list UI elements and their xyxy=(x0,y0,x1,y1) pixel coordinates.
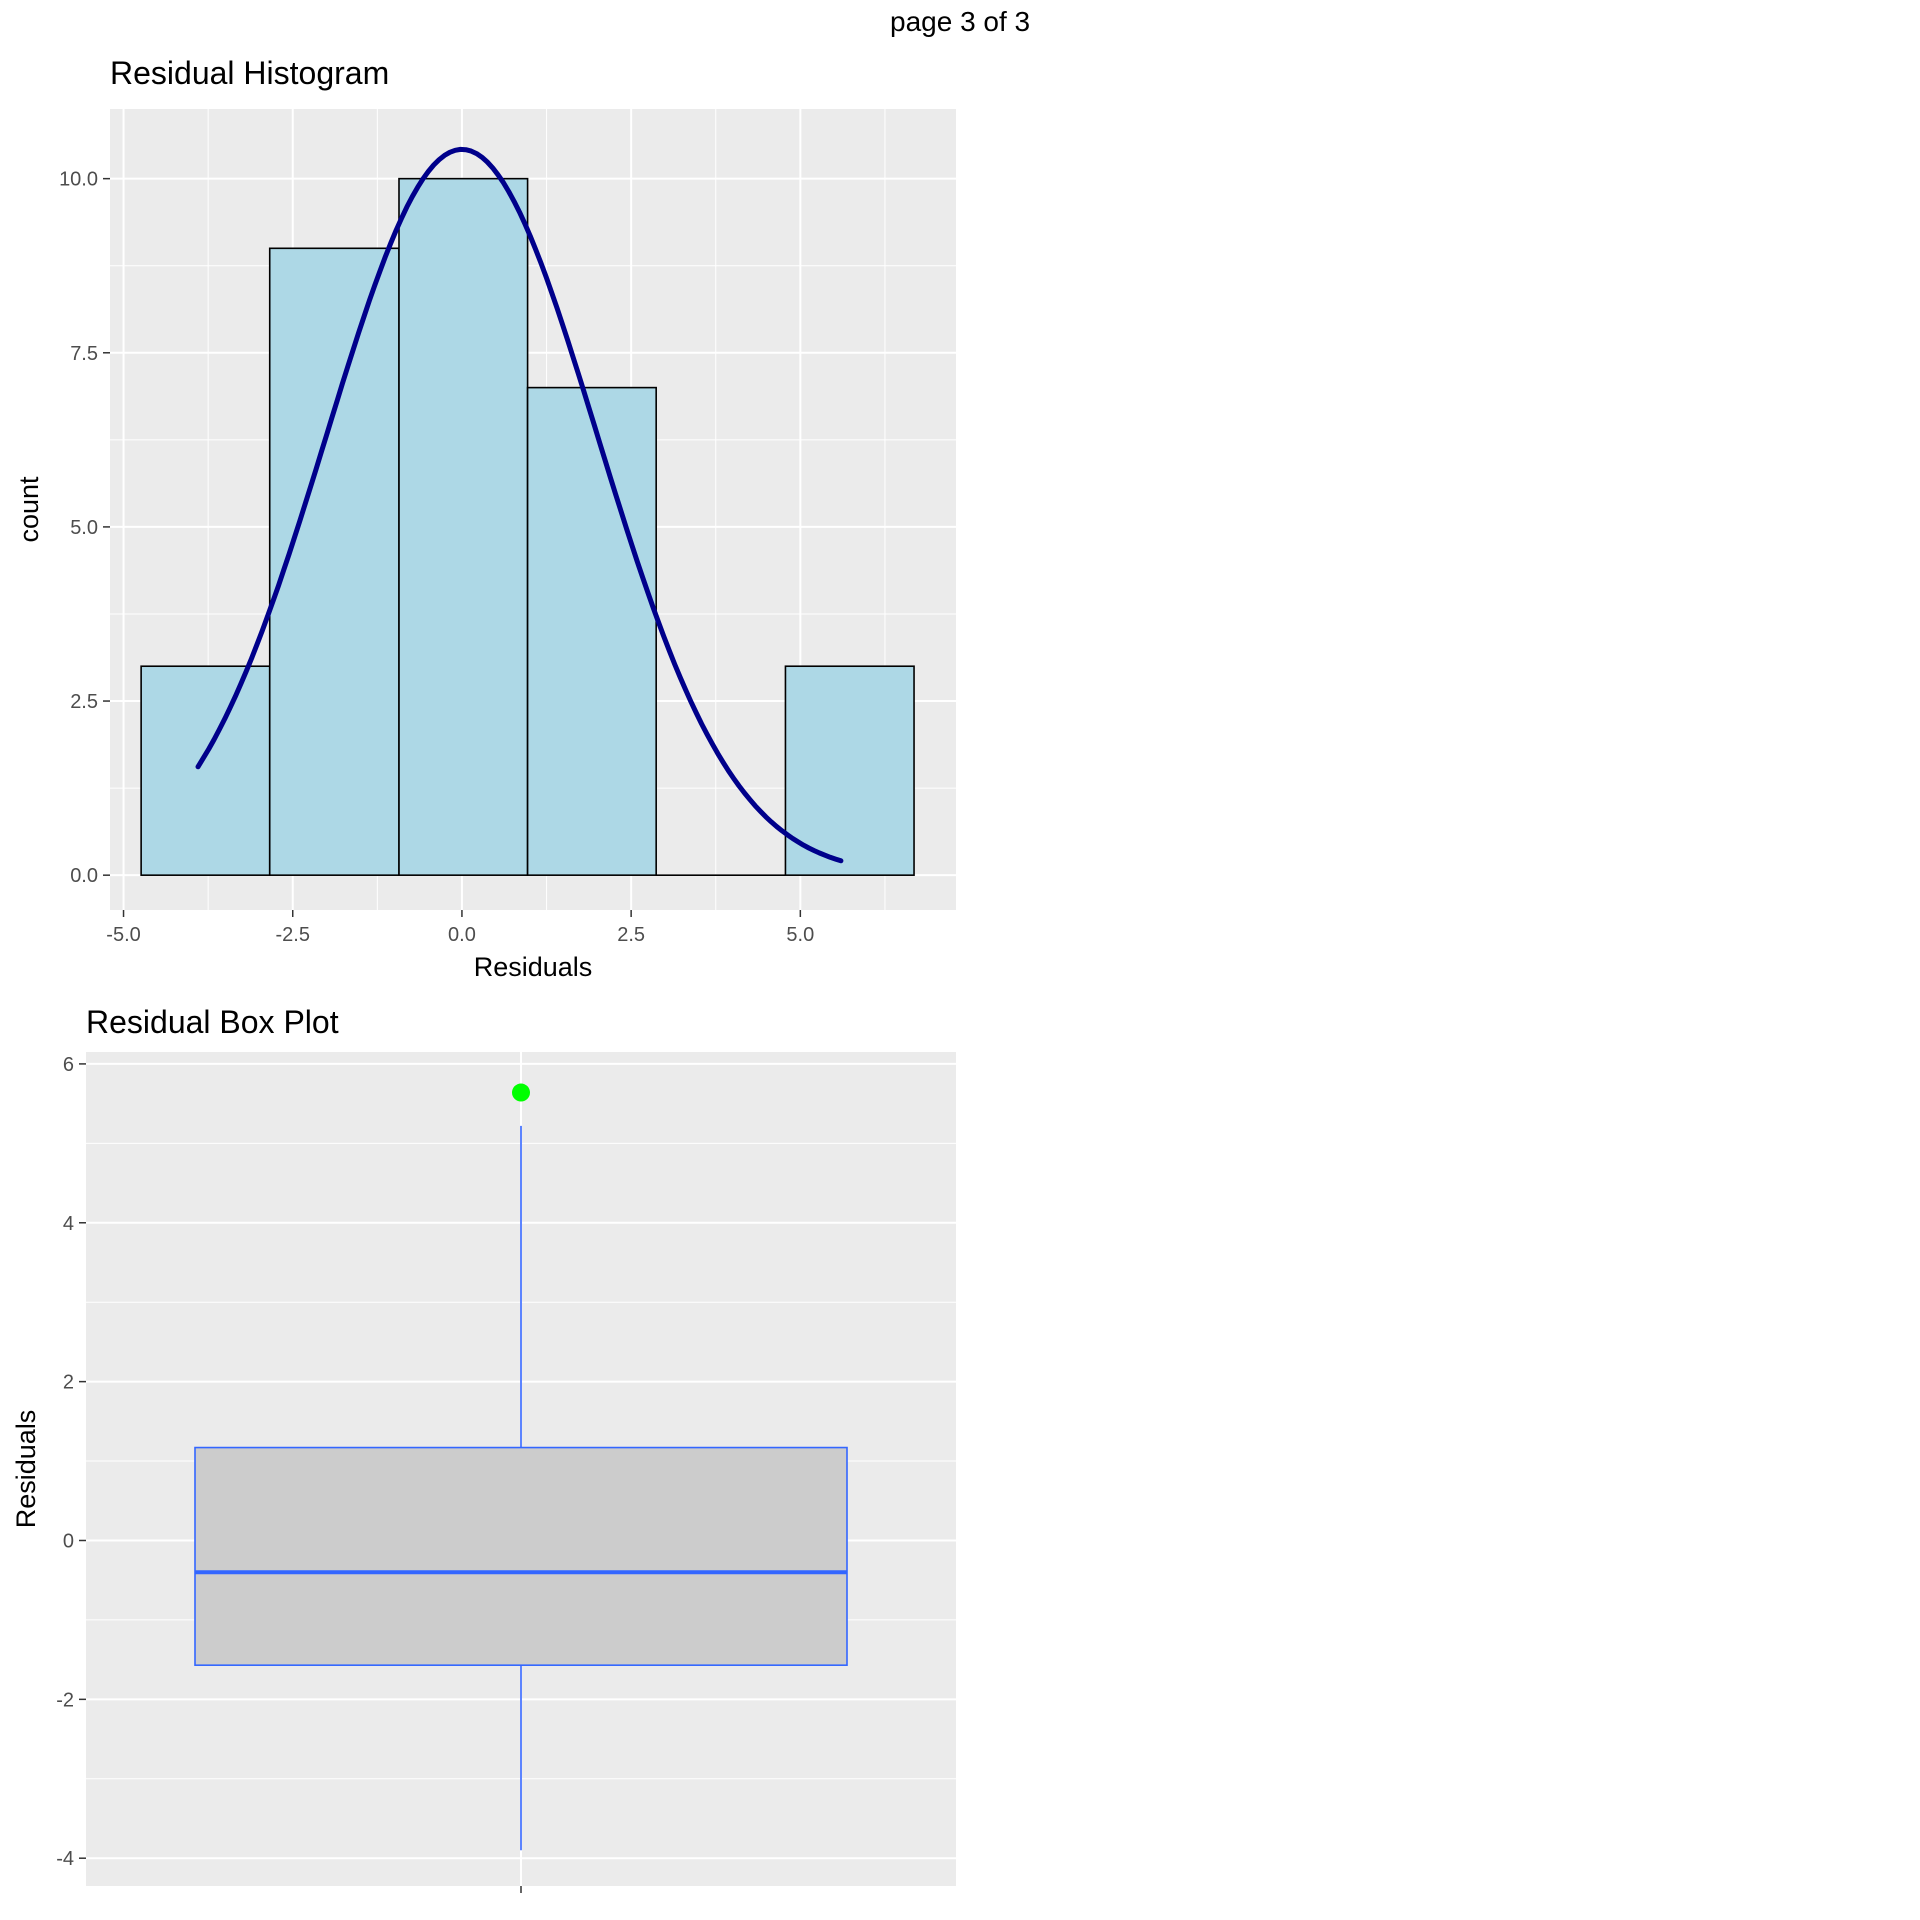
histogram-x-tick-label: 2.5 xyxy=(617,924,645,946)
histogram-x-tick-label: 0.0 xyxy=(448,924,476,946)
histogram-x-tick-label: -5.0 xyxy=(106,924,140,946)
boxplot-y-tick-label: 0 xyxy=(63,1530,74,1552)
histogram-y-tick-label: 5.0 xyxy=(70,517,98,539)
histogram-bar xyxy=(140,665,271,876)
boxplot-marks xyxy=(194,1083,848,1851)
histogram-x-axis-title: Residuals xyxy=(474,952,593,982)
histogram-y-tick-label: 10.0 xyxy=(59,169,98,191)
histogram-bar xyxy=(268,247,400,876)
histogram-x-tick-label: -2.5 xyxy=(276,924,310,946)
histogram-title: Residual Histogram xyxy=(110,55,389,91)
histogram-y-axis-title: count xyxy=(14,476,44,543)
normal-density-curve xyxy=(195,146,844,864)
boxplot-y-tick-label: 4 xyxy=(63,1213,74,1235)
boxplot-axes: -4 -2 0 2 4 6 xyxy=(56,1054,522,1893)
boxplot-y-axis-title: Residuals xyxy=(11,1410,41,1529)
boxplot-title: Residual Box Plot xyxy=(86,1004,339,1040)
boxplot-y-tick-label: -4 xyxy=(56,1848,74,1870)
residual-box-plot: -4 -2 0 2 4 6 Residual Box Plot Residuals xyxy=(11,1004,956,1893)
boxplot-y-tick-label: 2 xyxy=(63,1372,74,1394)
histogram-y-tick-label: 0.0 xyxy=(70,865,98,887)
boxplot-outlier-point xyxy=(512,1083,530,1102)
histogram-y-tick-label: 2.5 xyxy=(70,691,98,713)
boxplot-y-tick-label: 6 xyxy=(63,1054,74,1076)
page-indicator: page 3 of 3 xyxy=(890,6,1031,37)
boxplot-box xyxy=(194,1446,848,1666)
residual-histogram: -5.0 -2.5 0.0 2.5 5.0 0.0 2.5 5.0 7.5 10.0 Residu… xyxy=(14,55,956,982)
histogram-bar xyxy=(784,665,915,876)
histogram-bar xyxy=(398,177,529,876)
histogram-x-tick-label: 5.0 xyxy=(786,924,814,946)
histogram-bars xyxy=(140,177,915,876)
histogram-y-tick-label: 7.5 xyxy=(70,343,98,365)
histogram-bar xyxy=(526,386,657,876)
boxplot-y-tick-label: -2 xyxy=(56,1689,74,1711)
histogram-axes: -5.0 -2.5 0.0 2.5 5.0 0.0 2.5 5.0 7.5 10.0 xyxy=(59,169,814,946)
